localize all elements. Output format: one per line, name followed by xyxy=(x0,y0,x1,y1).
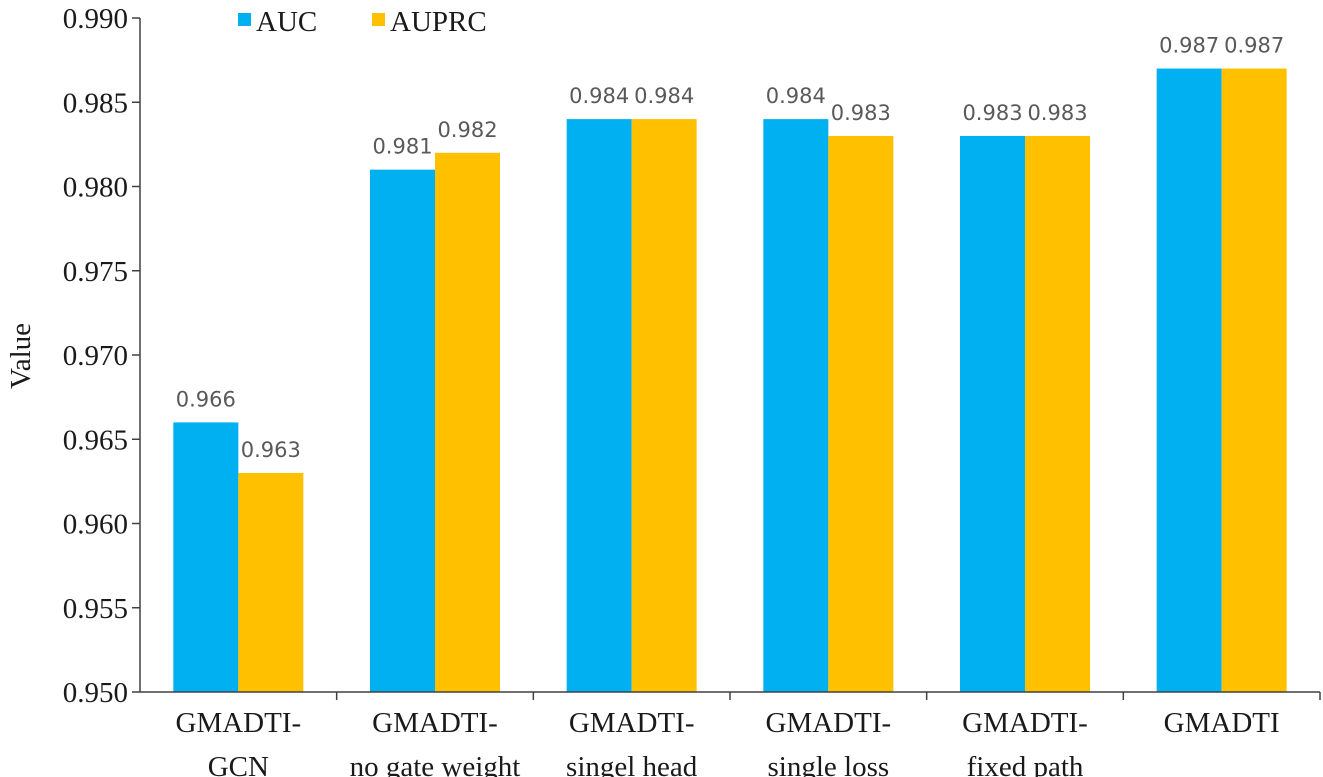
legend-swatch-auc xyxy=(238,13,251,26)
data-label: 0.982 xyxy=(437,118,497,142)
bar-auprc xyxy=(828,135,894,692)
data-label: 0.987 xyxy=(1159,34,1219,58)
legend-label: AUC xyxy=(256,6,317,38)
bar-auprc xyxy=(1221,68,1287,693)
bar-auc xyxy=(370,169,435,692)
x-tick-label: GMADTI xyxy=(1164,707,1280,739)
x-tick-label: GMADTI- xyxy=(569,707,695,739)
y-tick-label: 0.970 xyxy=(63,340,128,372)
x-tick-label: GMADTI- xyxy=(176,707,302,739)
x-axis: GMADTI- GCN GMADTI-no gate weight GMADTI-si… xyxy=(140,691,1321,777)
data-label: 0.983 xyxy=(831,101,891,125)
y-tick-label: 0.975 xyxy=(63,256,128,288)
bar-auc xyxy=(1156,68,1222,693)
legend: AUC AUPRC xyxy=(238,6,487,38)
legend-swatch-auprc xyxy=(372,13,385,26)
y-tick-label: 0.965 xyxy=(63,424,128,456)
y-tick-label: 0.960 xyxy=(63,509,128,541)
data-label: 0.984 xyxy=(569,84,629,108)
data-label: 0.966 xyxy=(176,387,236,411)
data-label: 0.987 xyxy=(1224,34,1284,58)
y-tick-label: 0.985 xyxy=(63,87,128,119)
y-tick-label: 0.950 xyxy=(63,677,128,709)
y-tick-label: 0.955 xyxy=(63,593,128,625)
bar-auprc xyxy=(1025,135,1090,692)
y-axis: 0.950 0.955 0.960 0.965 0.970 0.975 0.980 0.985… xyxy=(63,3,141,709)
x-tick-label: single loss xyxy=(768,751,890,777)
y-axis-title: Value xyxy=(5,323,37,389)
data-label: 0.963 xyxy=(241,438,301,462)
bar-auc xyxy=(566,119,632,693)
bar-auc xyxy=(960,135,1025,692)
y-tick-label: 0.990 xyxy=(63,3,128,35)
data-label: 0.983 xyxy=(962,101,1022,125)
bar-auc xyxy=(763,119,829,693)
y-tick-label: 0.980 xyxy=(63,172,128,204)
data-label: 0.981 xyxy=(372,135,432,159)
x-tick-label: GCN xyxy=(208,751,269,777)
x-tick-label: fixed path xyxy=(967,751,1084,777)
x-tick-label: GMADTI- xyxy=(962,707,1088,739)
legend-label: AUPRC xyxy=(390,6,487,38)
data-label: 0.984 xyxy=(634,84,694,108)
bar-auprc xyxy=(238,472,304,692)
bar-auprc xyxy=(631,119,697,693)
x-tick-label: no gate weight xyxy=(350,751,521,777)
bars xyxy=(173,68,1287,693)
data-label: 0.983 xyxy=(1027,101,1087,125)
bar-auprc xyxy=(435,152,500,693)
bar-auc xyxy=(173,422,239,692)
x-tick-label: singel head xyxy=(566,751,698,777)
data-label: 0.984 xyxy=(766,84,826,108)
x-tick-label: GMADTI- xyxy=(766,707,892,739)
x-tick-label: GMADTI- xyxy=(372,707,498,739)
